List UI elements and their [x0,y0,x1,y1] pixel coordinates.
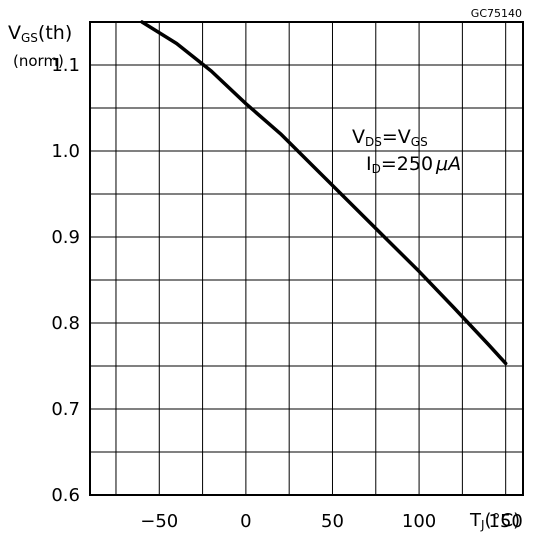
x-tick-label: −50 [140,511,178,532]
tick-labels: −50 0 50 100 150 0.6 0.7 0.8 0.9 1.0 1.1 [51,55,523,532]
x-tick-label: 50 [321,511,344,532]
y-tick-label: 0.7 [51,399,80,420]
x-tick-label: 0 [240,511,251,532]
figure-id: GC75140 [471,7,522,20]
y-tick-label: 0.6 [51,485,80,506]
x-tick-label: 100 [402,511,436,532]
plot-frame [89,21,524,496]
series [140,20,508,366]
x-axis-label-main: T [469,510,482,531]
y-axis-label-sub: GS [21,31,38,45]
y-tick-label: 0.8 [51,313,80,334]
x-axis-label: TJ(°C) [469,510,520,532]
grid [90,22,523,495]
y-axis-label-norm: (norm) [13,52,64,70]
x-tick-label: 150 [489,511,523,532]
annotation-line-1: VDS=VGS [352,126,428,149]
y-tick-label: 1.0 [51,141,80,162]
y-tick-label: 0.9 [51,227,80,248]
y-axis-label: VGS(th) [8,22,72,45]
series-line [140,20,508,366]
y-axis-label-tail: (th) [38,22,72,44]
x-axis-label-sub: J [480,518,485,532]
x-axis-label-tail: (°C) [485,510,521,531]
y-tick-label: 1.1 [51,55,80,76]
y-axis-label-main: V [8,22,21,44]
annotation-line-2: ID=250 μA [366,153,461,176]
